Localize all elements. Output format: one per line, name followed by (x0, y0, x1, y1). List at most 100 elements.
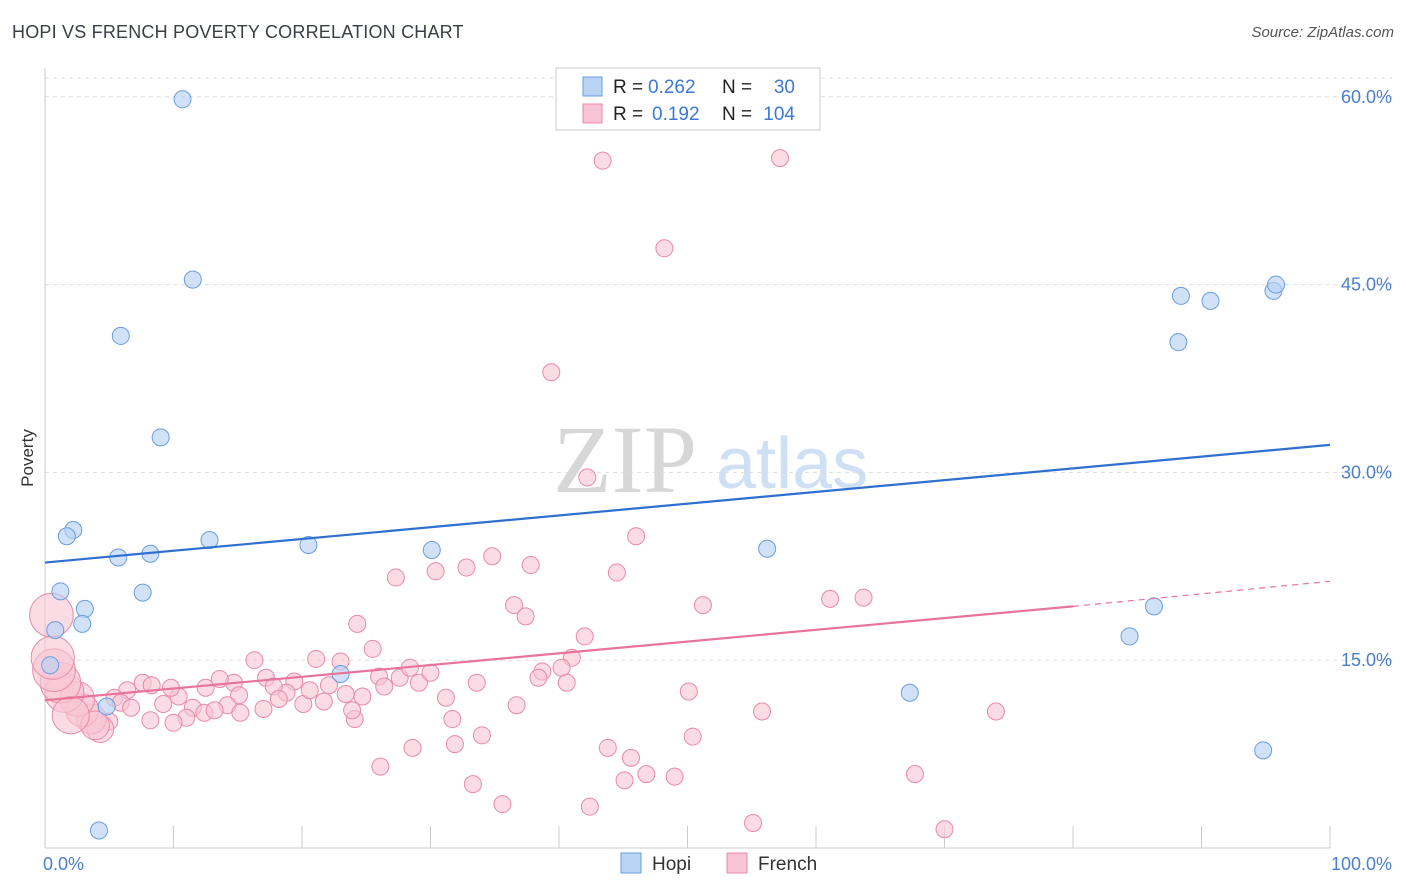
hopi-point (1144, 597, 1163, 616)
hopi-point (1267, 275, 1286, 294)
french-point (935, 820, 954, 839)
hopi-point (758, 539, 777, 558)
french-point (375, 677, 394, 696)
hopi-point (97, 697, 116, 716)
french-point (371, 757, 390, 776)
french-point (269, 690, 288, 709)
hopi-point (89, 821, 108, 840)
french-point (771, 149, 790, 168)
legend-hopi-n-value: 30 (774, 77, 795, 98)
hopi-point (57, 527, 76, 546)
y-tick-label: 15.0% (1341, 650, 1392, 670)
bottom-legend-swatch-french (726, 852, 748, 874)
french-point (483, 547, 502, 566)
french-point (753, 702, 772, 721)
legend-french-n-label: N = (722, 104, 752, 125)
french-point (683, 727, 702, 746)
french-point (580, 797, 599, 816)
french-point (557, 673, 576, 692)
hopi-point (1169, 333, 1188, 352)
french-point (141, 711, 160, 730)
bottom-legend-swatch-hopi (620, 852, 642, 874)
french-point (493, 795, 512, 814)
hopi-point (151, 428, 170, 447)
french-point (254, 700, 273, 719)
watermark-zip: ZIP (553, 406, 697, 513)
legend-swatch-hopi (582, 76, 603, 97)
hopi-point (173, 90, 192, 109)
watermark: ZIP atlas (553, 406, 868, 513)
y-axis-title: Poverty (18, 429, 37, 487)
french-point (457, 558, 476, 577)
hopi-point (1120, 627, 1139, 646)
legend-hopi-r-value: 0.262 (648, 77, 696, 98)
french-point (421, 663, 440, 682)
legend-hopi-r-label: R = (613, 77, 643, 98)
french-point (363, 639, 382, 658)
french-point (655, 239, 674, 258)
hopi-point (133, 583, 152, 602)
legend-hopi-n-label: N = (722, 77, 752, 98)
french-point (578, 468, 597, 487)
french-point (445, 735, 464, 754)
y-tick-label: 45.0% (1341, 275, 1392, 295)
hopi-series (41, 90, 1286, 840)
french-point (615, 771, 634, 790)
hopi-trend-line (44, 443, 1331, 564)
legend-french-r-label: R = (613, 104, 643, 125)
french-point (529, 668, 548, 687)
french-point (505, 596, 524, 615)
french-point (542, 363, 561, 382)
french-point (403, 738, 422, 757)
chart-source: Source: ZipAtlas.com (1251, 24, 1394, 41)
french-point (986, 702, 1005, 721)
trend-lines (44, 443, 1331, 702)
hopi-point (46, 621, 65, 640)
series-legend: Hopi French (620, 852, 817, 875)
french-point (463, 775, 482, 794)
hopi-point (1201, 291, 1220, 310)
french-point (467, 673, 486, 692)
hopi-point (1254, 741, 1273, 760)
french-point (386, 568, 405, 587)
x-tick-label-end: 100.0% (1331, 854, 1392, 874)
hopi-point (75, 599, 94, 618)
french-trend-line (44, 605, 1074, 702)
stats-legend: R = 0.262 N = 30 R = 0.192 N = 104 (555, 67, 821, 131)
french-point (164, 713, 183, 732)
french-point (552, 658, 571, 677)
french-point (507, 696, 526, 715)
hopi-point (109, 548, 128, 567)
french-point (679, 682, 698, 701)
gridlines (45, 77, 1392, 661)
legend-french-r-value: 0.192 (652, 104, 700, 125)
hopi-point (1171, 286, 1190, 305)
y-tick-label: 60.0% (1341, 87, 1392, 107)
french-point (593, 151, 612, 170)
french-point (319, 676, 338, 695)
x-tick-label-start: 0.0% (43, 854, 84, 874)
french-point (307, 649, 326, 668)
hopi-point (51, 582, 70, 601)
axes (44, 68, 1331, 849)
french-point (436, 688, 455, 707)
y-tick-label: 30.0% (1341, 462, 1392, 482)
legend-french-n-value: 104 (763, 104, 795, 125)
hopi-point (299, 536, 318, 555)
bottom-legend-hopi: Hopi (652, 854, 691, 875)
hopi-point (41, 656, 60, 675)
chart-title: HOPI VS FRENCH POVERTY CORRELATION CHART (12, 22, 464, 42)
hopi-point (183, 270, 202, 289)
hopi-point (73, 614, 92, 633)
french-point (51, 696, 90, 735)
hopi-point (900, 683, 919, 702)
bottom-legend-french: French (758, 854, 817, 875)
legend-swatch-french (582, 103, 603, 124)
french-point (336, 685, 355, 703)
french-point (230, 686, 249, 705)
tick-labels: 15.0% 30.0% 45.0% 60.0% 0.0% 100.0% (43, 87, 1392, 874)
french-point (575, 627, 594, 646)
french-trend-extension (1072, 580, 1331, 607)
french-point (854, 588, 873, 607)
